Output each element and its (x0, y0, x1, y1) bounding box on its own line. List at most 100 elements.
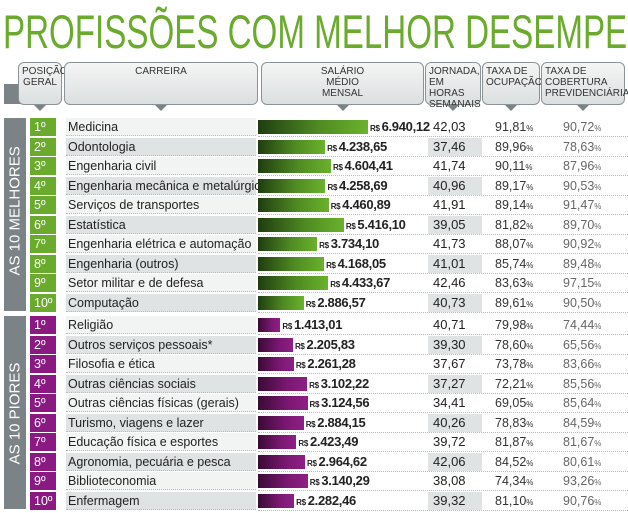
salary-text: 3.140,29 (321, 473, 370, 488)
coverage-value: 90,53% (563, 178, 602, 193)
salary-value: R$ 2.886,57 (306, 294, 366, 312)
hours-value: 42,46 (433, 275, 466, 290)
position-badge: 6º (30, 215, 56, 234)
position-badge: 10º (30, 293, 56, 312)
row-divider (258, 233, 628, 235)
salary-value: R$ 4.258,69 (327, 177, 387, 195)
row-divider (258, 253, 628, 254)
salary-value: R$ 3.734,10 (319, 235, 379, 253)
salary-text: 2.282,46 (307, 492, 357, 508)
currency-label: R$ (305, 419, 318, 429)
row-divider (258, 392, 628, 394)
salary-text: 2.886,57 (317, 294, 366, 310)
salary-bar (258, 276, 329, 290)
occupation-value: 85,74% (495, 256, 534, 271)
row-divider (258, 490, 628, 491)
salary-value: R$ 2.884,15 (306, 414, 366, 432)
coverage-value: 91,47% (563, 198, 602, 212)
salary-text: 4.168,05 (337, 255, 387, 271)
hours-value: 37,27 (428, 374, 482, 393)
currency-label: R$ (319, 241, 331, 250)
salary-text: 4.604,41 (344, 158, 394, 173)
coverage-value: 65,56% (563, 337, 602, 352)
career-name: Engenharia mecânica e metalúrgica (66, 176, 268, 195)
career-name: Outras ciências físicas (gerais) (66, 394, 256, 412)
currency-label: R$ (298, 439, 310, 448)
hours-value: 39,72 (433, 434, 466, 449)
currency-label: R$ (296, 497, 308, 507)
salary-bar (258, 454, 305, 469)
salary-bar (258, 415, 304, 430)
hours-value: 34,41 (433, 395, 466, 410)
position-badge: 2º (30, 335, 56, 354)
career-name: Serviços de transportes (66, 196, 256, 214)
salary-value: R$ 4.604,41 (333, 157, 393, 175)
salary-bar (258, 237, 318, 251)
group-side-bar (4, 118, 26, 311)
salary-value: R$ 5.416,10 (346, 216, 406, 234)
position-badge: 10º (30, 491, 56, 510)
career-name: Outras ciências sociais (66, 374, 256, 393)
header-jornada: JORNADA, EM HORAS SEMANAIS (425, 62, 481, 111)
coverage-value: 90,72% (563, 120, 602, 134)
salary-text: 4.433,67 (341, 275, 391, 290)
salary-value: R$ 2.964,62 (307, 453, 367, 471)
row-divider (258, 373, 628, 374)
occupation-value: 90,11% (495, 159, 533, 173)
salary-bar (258, 295, 304, 310)
group-side-bar (4, 316, 26, 509)
currency-label: R$ (295, 361, 308, 370)
currency-label: R$ (309, 380, 321, 390)
currency-label: R$ (282, 322, 294, 331)
salary-value: R$ 3.102,22 (309, 375, 369, 393)
salary-value: R$ 2.423,49 (298, 433, 358, 451)
currency-label: R$ (332, 163, 345, 172)
salary-text: 1.413,01 (293, 317, 343, 332)
occupation-value: 89,96% (495, 139, 534, 154)
salary-text: 2.884,15 (317, 414, 366, 430)
position-badge: 6º (30, 413, 56, 432)
coverage-value: 85,56% (563, 376, 602, 391)
occupation-value: 74,34% (495, 474, 534, 488)
occupation-value: 84,52% (495, 454, 534, 469)
career-name: Engenharia civil (66, 157, 256, 175)
career-name: Enfermagem (66, 491, 256, 510)
salary-bar (258, 217, 344, 232)
salary-value: R$ 4.168,05 (326, 255, 386, 273)
hours-value: 41,73 (433, 236, 466, 251)
currency-label: R$ (306, 458, 319, 468)
row-divider (258, 412, 628, 413)
hours-value: 41,74 (433, 158, 466, 173)
row-divider (258, 431, 628, 433)
coverage-value: 87,96% (563, 159, 602, 173)
career-name: Estatística (66, 215, 256, 234)
salary-text: 3.124,56 (321, 395, 370, 410)
currency-label: R$ (327, 182, 340, 192)
position-badge: 4º (30, 176, 56, 195)
occupation-value: 78,60% (495, 337, 534, 352)
hours-value: 40,73 (428, 293, 482, 312)
salary-text: 4.238,65 (338, 138, 388, 154)
coverage-value: 89,48% (563, 256, 602, 271)
position-badge: 4º (30, 374, 56, 393)
salary-value: R$ 2.261,28 (296, 355, 356, 373)
occupation-value: 78,83% (495, 415, 534, 430)
row-divider (258, 353, 628, 355)
coverage-value: 78,63% (563, 139, 602, 154)
currency-label: R$ (294, 341, 307, 351)
salary-text: 4.460,89 (342, 197, 391, 212)
hours-value: 40,26 (428, 413, 482, 432)
coverage-value: 90,50% (563, 295, 602, 310)
coverage-value: 93,26% (563, 474, 602, 488)
career-name: Biblioteconomia (66, 472, 256, 490)
salary-text: 3.734,10 (330, 236, 380, 251)
salary-bar (258, 376, 308, 391)
currency-label: R$ (326, 260, 338, 270)
occupation-value: 89,14% (495, 198, 534, 212)
hours-value: 37,46 (428, 137, 482, 156)
group-label: AS 10 MELHORES (6, 145, 24, 275)
position-badge: 3º (30, 355, 56, 373)
row-divider (258, 272, 628, 274)
career-name: Engenharia elétrica e automação (66, 235, 256, 253)
